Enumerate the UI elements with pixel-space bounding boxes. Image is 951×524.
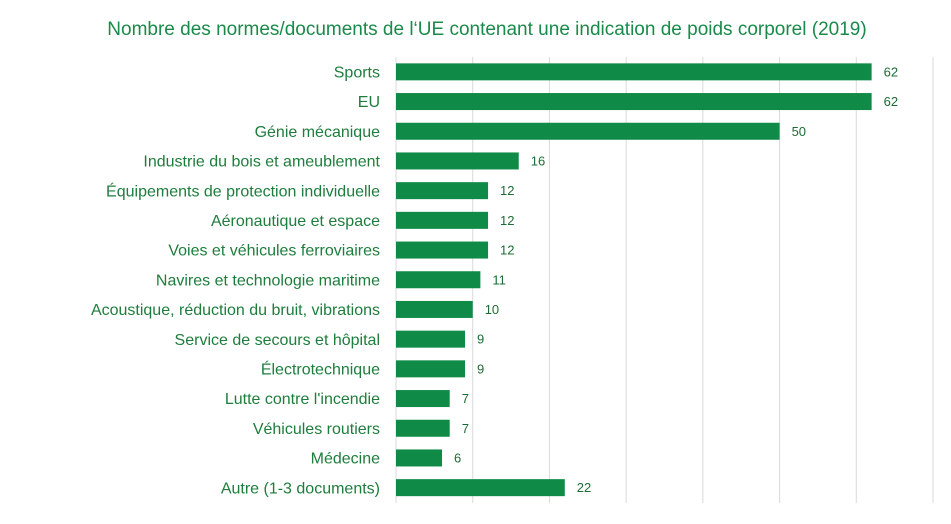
value-label: 7 [462, 421, 469, 436]
category-label: Navires et technologie maritime [156, 272, 380, 289]
bar [396, 330, 466, 348]
bar [396, 152, 519, 170]
value-label: 62 [884, 94, 898, 109]
category-labels: Sports EU Génie mécanique Industrie du bois… [91, 64, 381, 497]
bar [396, 390, 450, 408]
category-label: Sports [334, 64, 380, 81]
category-label: Service de secours et hôpital [175, 332, 380, 349]
category-label: Industrie du bois et ameublement [143, 154, 380, 171]
category-label: Génie mécanique [255, 124, 381, 141]
category-label: Autre (1-3 documents) [221, 480, 380, 497]
bar [396, 182, 489, 200]
category-label: Équipements de protection individuelle [106, 181, 380, 200]
bar [396, 93, 872, 111]
value-label: 9 [477, 361, 484, 376]
value-label: 50 [792, 124, 806, 139]
bar [396, 360, 466, 378]
bar [396, 300, 473, 318]
category-label: Acoustique, réduction du bruit, vibratio… [91, 302, 380, 319]
value-label: 7 [462, 391, 469, 406]
chart-title: Nombre des normes/documents de l‘UE cont… [107, 19, 866, 40]
value-label: 10 [485, 302, 499, 317]
bar [396, 479, 565, 497]
bar [396, 271, 481, 289]
value-label: 12 [500, 183, 514, 198]
bar [396, 211, 489, 229]
category-label: Aéronautique et espace [211, 213, 380, 230]
bar [396, 449, 443, 467]
bar [396, 122, 780, 140]
value-label: 16 [531, 154, 545, 169]
category-label: Voies et véhicules ferroviaires [168, 243, 380, 260]
bar [396, 241, 489, 259]
value-label: 22 [577, 480, 591, 495]
category-label: Véhicules routiers [253, 421, 380, 438]
category-label: Lutte contre l'incendie [225, 391, 380, 408]
category-label: Électrotechnique [261, 359, 380, 378]
value-label: 6 [454, 451, 461, 466]
value-label: 12 [500, 243, 514, 258]
bar [396, 419, 450, 437]
category-label: Médecine [311, 451, 380, 468]
bar [396, 63, 872, 81]
bars [396, 63, 872, 497]
value-label: 12 [500, 213, 514, 228]
category-label: EU [358, 94, 380, 111]
value-label: 62 [884, 64, 898, 79]
value-label: 11 [492, 272, 506, 287]
value-label: 9 [477, 332, 484, 347]
